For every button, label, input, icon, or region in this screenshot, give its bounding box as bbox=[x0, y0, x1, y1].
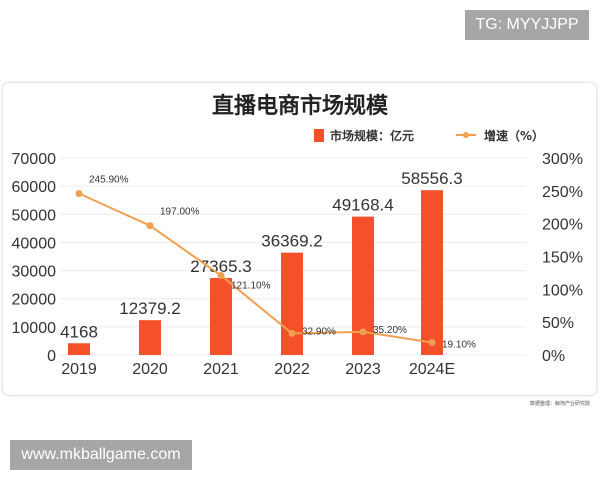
left-axis-tick: 70000 bbox=[12, 151, 57, 168]
growth-point bbox=[217, 271, 225, 279]
bar bbox=[139, 320, 161, 355]
x-axis-tick: 2024E bbox=[409, 361, 455, 378]
bar bbox=[68, 343, 90, 355]
right-axis-tick: 300% bbox=[542, 151, 583, 168]
right-axis-tick: 150% bbox=[542, 250, 583, 267]
right-axis-tick: 50% bbox=[542, 315, 574, 332]
right-axis-tick: 100% bbox=[542, 282, 583, 299]
bar bbox=[210, 277, 232, 355]
left-axis-tick: 60000 bbox=[12, 179, 57, 196]
left-axis-tick: 0 bbox=[47, 348, 56, 365]
x-axis-tick: 2019 bbox=[61, 361, 97, 378]
left-axis-tick: 20000 bbox=[12, 292, 57, 309]
growth-point bbox=[146, 222, 154, 230]
growth-point bbox=[359, 328, 367, 336]
left-axis-tick: 30000 bbox=[12, 264, 57, 281]
growth-label: 197.00% bbox=[160, 207, 200, 218]
watermark-top: TG: MYYJJPP bbox=[465, 10, 589, 40]
bar-value-label: 58556.3 bbox=[401, 169, 462, 188]
legend-bar-swatch bbox=[314, 129, 324, 142]
growth-point bbox=[428, 338, 436, 346]
source-note: 数据整理：鲸地产业研究院 bbox=[530, 400, 590, 407]
bar bbox=[421, 190, 443, 355]
left-axis-tick: 50000 bbox=[12, 207, 57, 224]
growth-label: 121.10% bbox=[231, 280, 271, 291]
growth-point bbox=[75, 190, 83, 198]
legend: 市场规模：亿元 增速（%） bbox=[314, 128, 544, 143]
right-axis-tick: 250% bbox=[542, 184, 583, 201]
bar-value-label: 12379.2 bbox=[119, 299, 180, 318]
legend-line-marker bbox=[463, 132, 469, 138]
growth-line bbox=[78, 192, 433, 344]
chart-title: 直播电商市场规模 bbox=[212, 93, 389, 119]
growth-label: 32.90% bbox=[302, 326, 336, 337]
bar-value-label: 36369.2 bbox=[261, 232, 322, 251]
bar-value-label: 49168.4 bbox=[332, 196, 393, 215]
x-axis-tick: 2022 bbox=[274, 361, 310, 378]
growth-label: 19.10% bbox=[442, 339, 476, 350]
bar bbox=[352, 216, 374, 355]
left-axis-tick: 10000 bbox=[12, 320, 57, 337]
right-axis-tick: 0% bbox=[542, 348, 565, 365]
bar-value-label: 4168 bbox=[60, 322, 98, 341]
bar-value-label: 27365.3 bbox=[190, 257, 251, 276]
bar bbox=[281, 252, 303, 355]
growth-point bbox=[288, 329, 296, 337]
legend-line-label: 增速（%） bbox=[484, 128, 544, 143]
growth-label: 35.20% bbox=[373, 325, 407, 336]
growth-label: 245.90% bbox=[89, 175, 129, 186]
x-axis-tick: 2020 bbox=[132, 361, 168, 378]
watermark-bottom: www.mkballgame.com bbox=[10, 440, 192, 470]
left-axis-tick: 40000 bbox=[12, 235, 57, 252]
x-axis-tick: 2021 bbox=[203, 361, 239, 378]
right-axis-tick: 200% bbox=[542, 217, 583, 234]
x-axis-tick: 2023 bbox=[345, 361, 381, 378]
legend-bar-label: 市场规模：亿元 bbox=[330, 128, 414, 143]
